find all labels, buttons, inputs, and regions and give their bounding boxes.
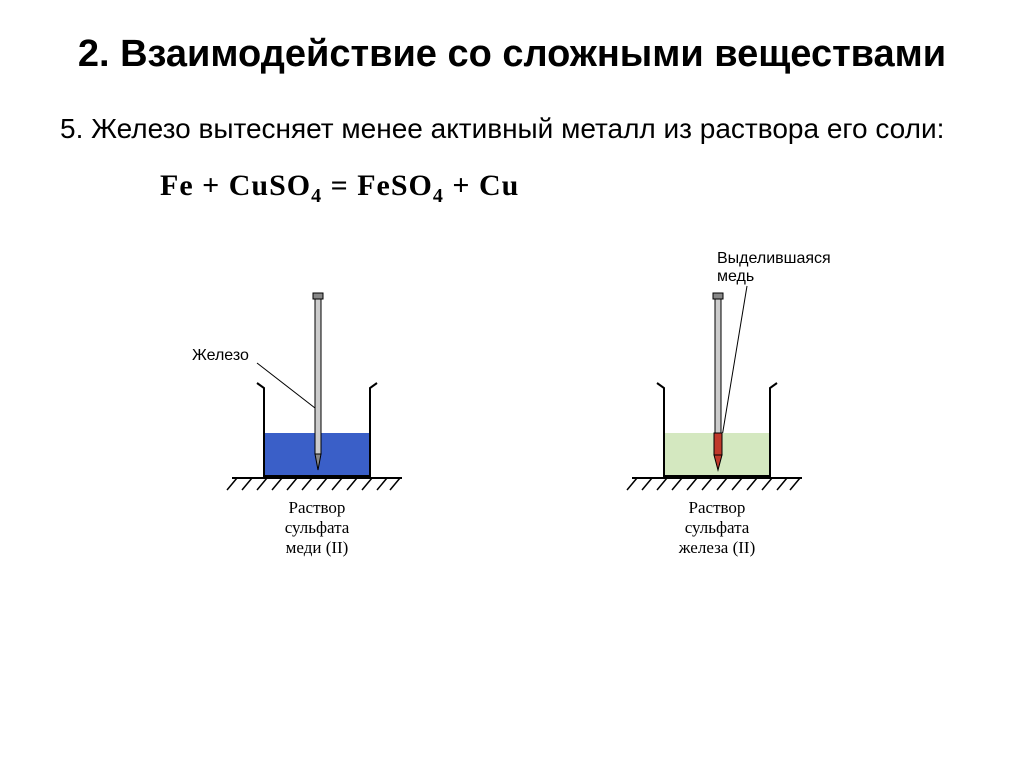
caption-left-2: сульфата xyxy=(285,518,350,537)
left-beaker-group: Железо Раствор сульфата меди (II) xyxy=(172,248,452,568)
eq-cuso4: CuSO xyxy=(229,169,311,202)
caption-left-1: Раствор xyxy=(289,498,346,517)
chemical-equation: Fe + CuSO4 = FeSO4 + Cu xyxy=(160,169,964,208)
label-copper-1: Выделившаяся xyxy=(717,250,831,267)
eq-feso4-sub: 4 xyxy=(433,185,444,207)
eq-cu: Cu xyxy=(479,169,519,202)
caption-right-1: Раствор xyxy=(689,498,746,517)
ground-left xyxy=(227,478,402,490)
nail-right xyxy=(713,293,723,470)
left-beaker-svg: Железо Раствор сульфата меди (II) xyxy=(172,248,452,568)
eq-feso4: FeSO xyxy=(357,169,433,202)
label-copper-2: медь xyxy=(717,268,754,285)
diagram-container: Железо Раствор сульфата меди (II) Выдели… xyxy=(60,248,964,568)
right-beaker-group: Выделившаяся медь xyxy=(572,248,852,568)
eq-plus1: + xyxy=(202,169,220,202)
beaker-left xyxy=(257,293,377,476)
ground-right xyxy=(627,478,802,490)
subtitle-text: 5. Железо вытесняет менее активный метал… xyxy=(60,109,964,148)
eq-equals: = xyxy=(331,169,349,202)
caption-left-3: меди (II) xyxy=(286,538,349,557)
nail-left xyxy=(313,293,323,470)
beaker-right xyxy=(657,293,777,476)
eq-plus2: + xyxy=(452,169,470,202)
page-title: 2. Взаимодействие со сложными веществами xyxy=(60,30,964,79)
copper-coating xyxy=(714,433,722,455)
caption-right-2: сульфата xyxy=(685,518,750,537)
caption-right-3: железа (II) xyxy=(678,538,755,557)
label-iron: Железо xyxy=(192,347,249,364)
eq-cuso4-sub: 4 xyxy=(311,185,322,207)
eq-fe: Fe xyxy=(160,169,194,202)
right-beaker-svg: Выделившаяся медь xyxy=(572,248,852,568)
